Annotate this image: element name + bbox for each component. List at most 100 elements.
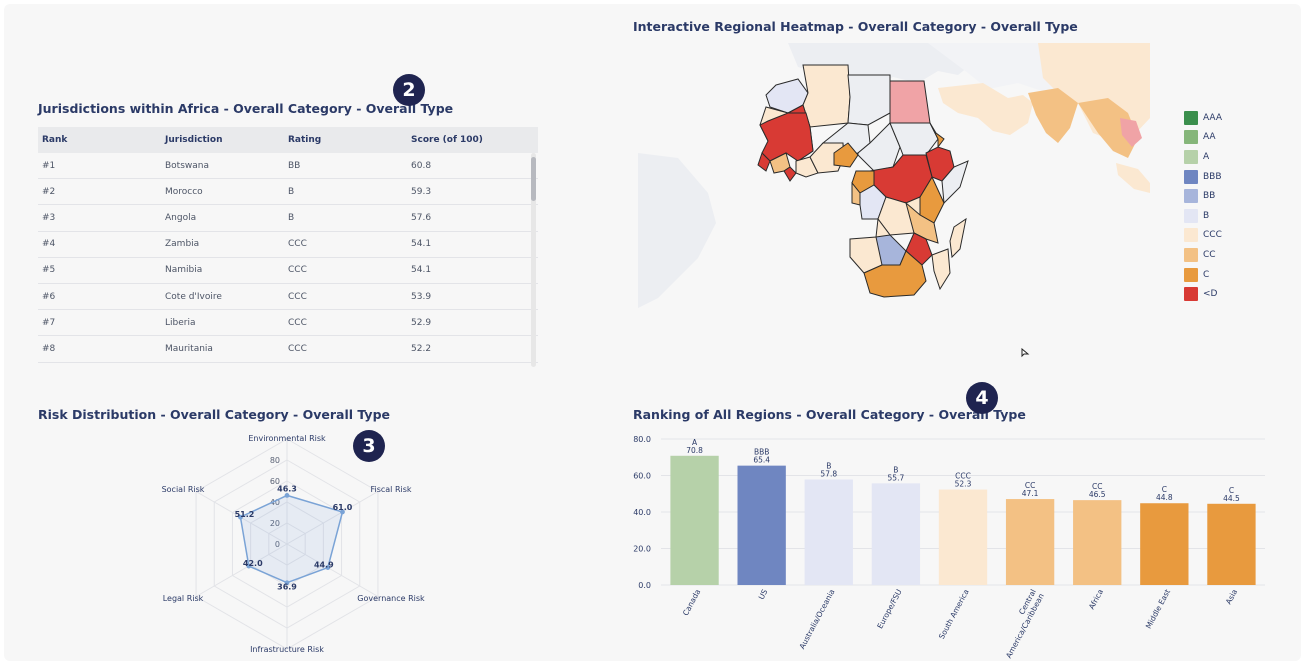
cell-rank: #5 — [42, 265, 56, 276]
cell-score: 52.9 — [411, 317, 432, 328]
map-region-south-asia[interactable] — [1028, 88, 1078, 143]
bar-value-label: 44.8 — [1156, 493, 1173, 502]
bar-rating-label: CC — [1025, 481, 1035, 490]
radar-value-label: 36.9 — [277, 583, 297, 592]
cell-rank: #2 — [42, 186, 56, 197]
bar-value-label: 44.5 — [1223, 494, 1240, 503]
bar-xtick-label: Australia/Oceania — [797, 588, 836, 651]
table-row[interactable]: #6 Cote d'Ivoire CCC 53.9 — [38, 284, 538, 311]
legend-item-c[interactable]: C — [1184, 265, 1222, 285]
bar-ytick-label: 80.0 — [633, 435, 651, 444]
table-header: Rank Jurisdiction Rating Score (of 100) — [38, 127, 538, 153]
bar-value-label: 47.1 — [1022, 489, 1039, 498]
bar-xtick-label: Asia — [1224, 588, 1239, 606]
legend-label: BB — [1203, 191, 1216, 202]
map-region-indonesia[interactable] — [1116, 163, 1150, 193]
legend-item-ccc[interactable]: CCC — [1184, 226, 1222, 246]
table-row[interactable]: #1 Botswana BB 60.8 — [38, 153, 538, 180]
legend-item-b[interactable]: B — [1184, 206, 1222, 226]
legend-item-bbb[interactable]: BBB — [1184, 167, 1222, 187]
regional-heatmap[interactable] — [638, 43, 1150, 308]
scrollbar-thumb[interactable] — [531, 157, 536, 201]
radar-axis-label: Environmental Risk — [248, 434, 326, 443]
cell-score: 54.1 — [411, 239, 432, 250]
table-row[interactable]: #4 Zambia CCC 54.1 — [38, 232, 538, 258]
bar-rating-label: C — [1229, 486, 1234, 495]
map-region-southeast-asia[interactable] — [1078, 98, 1138, 158]
cell-rank: #8 — [42, 343, 56, 354]
bar-south-america[interactable] — [938, 489, 988, 585]
map-title: Interactive Regional Heatmap - Overall C… — [633, 19, 1078, 34]
map-region-americas[interactable] — [638, 153, 716, 308]
cell-rating: CCC — [288, 291, 307, 302]
table-row[interactable]: #3 Angola B 57.6 — [38, 205, 538, 232]
legend-item-cc[interactable]: CC — [1184, 245, 1222, 265]
legend-item-bb[interactable]: BB — [1184, 186, 1222, 206]
bar-chart-title: Ranking of All Regions - Overall Categor… — [633, 407, 1026, 422]
radar-axis-line — [286, 491, 379, 545]
cell-rating: CCC — [288, 343, 307, 354]
bar-ytick-label: 40.0 — [633, 508, 651, 517]
cell-score: 57.6 — [411, 212, 432, 223]
risk-radar-chart: 0 20 40 60 80 Environmental Risk Fiscal Risk G… — [162, 434, 425, 654]
table-scrollbar[interactable] — [531, 153, 536, 367]
radar-axis-label: Infrastructure Risk — [250, 645, 324, 654]
radar-badge: 3 — [353, 430, 385, 462]
legend-swatch-ccc — [1184, 228, 1198, 243]
bar-rating-label: A — [692, 438, 698, 447]
bar-australia-oceania[interactable] — [804, 479, 853, 585]
legend-item-a[interactable]: A — [1184, 147, 1222, 167]
table-row[interactable]: #7 Liberia CCC 52.9 — [38, 310, 538, 337]
table-row[interactable]: #2 Morocco B 59.3 — [38, 179, 538, 206]
cell-jurisdiction: Zambia — [165, 239, 200, 250]
cell-rank: #6 — [42, 291, 56, 302]
bar-asia[interactable] — [1207, 503, 1256, 585]
bar-middle-east[interactable] — [1140, 503, 1189, 585]
legend-item-d[interactable]: <D — [1184, 284, 1222, 304]
legend-item-aaa[interactable]: AAA — [1184, 108, 1222, 128]
table-row[interactable]: #5 Namibia CCC 54.1 — [38, 258, 538, 284]
table-badge: 2 — [393, 74, 425, 106]
radar-point[interactable] — [325, 565, 331, 570]
bar-canada[interactable] — [670, 455, 719, 585]
legend-swatch-aaa — [1184, 110, 1198, 125]
radar-point[interactable] — [340, 509, 345, 515]
radar-value-label: 61.0 — [333, 503, 353, 512]
cell-jurisdiction: Botswana — [165, 160, 209, 171]
column-header-jurisdiction[interactable]: Jurisdiction — [165, 135, 223, 145]
table-row[interactable]: #8 Mauritania CCC 52.2 — [38, 336, 538, 363]
bar-xtick-label: Africa — [1087, 588, 1105, 611]
cell-score: 53.9 — [411, 291, 432, 302]
cell-rating: B — [288, 212, 295, 223]
cell-rank: #1 — [42, 160, 56, 171]
bar-us[interactable] — [737, 465, 786, 585]
bar-rating-label: B — [826, 462, 831, 471]
radar-value-label: 42.0 — [243, 559, 263, 568]
radar-point[interactable] — [284, 492, 290, 498]
bar-rating-label: B — [893, 465, 898, 474]
legend-label: CCC — [1203, 230, 1222, 241]
radar-point[interactable] — [238, 514, 243, 520]
legend-item-aa[interactable]: AA — [1184, 128, 1222, 148]
cell-jurisdiction: Cote d'Ivoire — [165, 291, 222, 302]
map-region-sea-red[interactable] — [1120, 118, 1142, 147]
radar-tick-label: 40 — [270, 498, 280, 507]
cell-score: 59.3 — [411, 186, 432, 197]
column-header-rank[interactable]: Rank — [42, 135, 68, 145]
column-header-rating[interactable]: Rating — [288, 135, 322, 145]
radar-point[interactable] — [284, 580, 290, 586]
column-header-score[interactable]: Score (of 100) — [411, 135, 483, 145]
cell-rating: CCC — [288, 317, 307, 328]
radar-axis-line — [195, 543, 288, 597]
bar-xtick-label: South America — [937, 588, 971, 641]
map-africa[interactable] — [757, 64, 969, 298]
cell-rating: BB — [288, 160, 301, 171]
bar-rating-label: C — [1162, 485, 1167, 494]
radar-point[interactable] — [246, 563, 252, 569]
map-region-middle-east[interactable] — [938, 83, 1033, 135]
bar-xtick-label: Europe/FSU — [875, 588, 903, 630]
bar-africa[interactable] — [1073, 500, 1122, 585]
bar-central-america-caribbean[interactable] — [1005, 499, 1055, 585]
bar-europe-fsu[interactable] — [871, 483, 921, 585]
bar-chart-badge: 4 — [966, 382, 998, 414]
